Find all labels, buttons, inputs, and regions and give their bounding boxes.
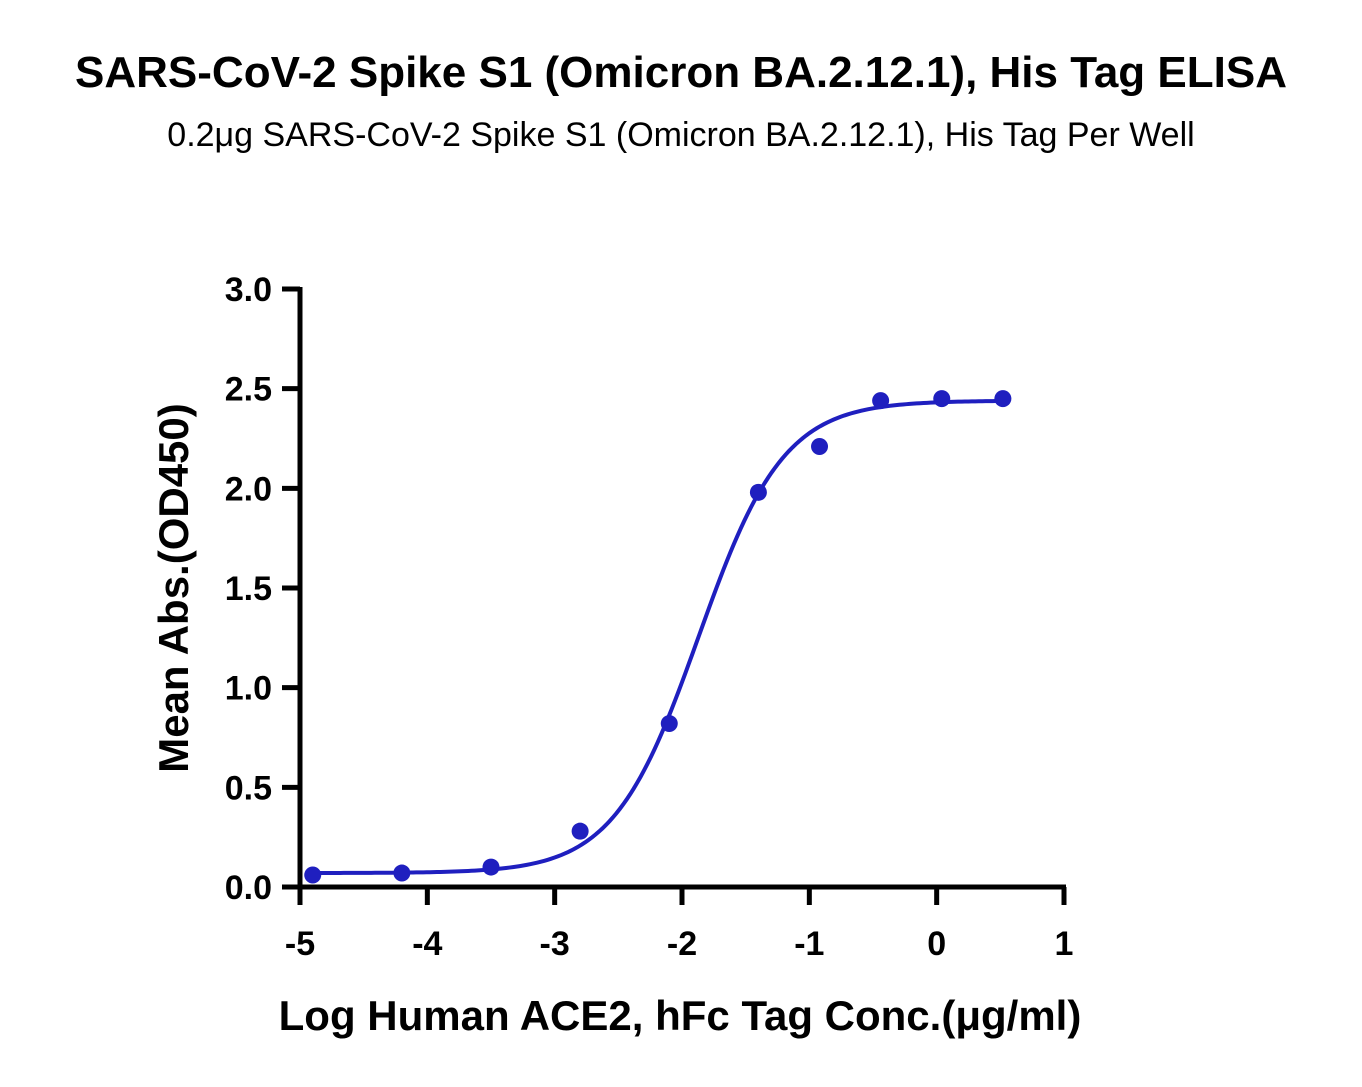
x-tick-label: -1: [794, 925, 824, 963]
fit-curve: [312, 399, 1003, 875]
data-point: [749, 483, 767, 501]
y-tick-label: 2.5: [225, 371, 272, 409]
data-point: [994, 390, 1012, 408]
data-point: [571, 822, 589, 840]
y-tick-label: 0.5: [225, 769, 272, 807]
x-axis-label: Log Human ACE2, hFc Tag Conc.(μg/ml): [279, 992, 1082, 1039]
chart-subtitle: 0.2μg SARS-CoV-2 Spike S1 (Omicron BA.2.…: [167, 116, 1195, 154]
x-tick-label: -4: [412, 925, 442, 963]
y-tick-label: 1.0: [225, 670, 272, 708]
x-tick-label: -2: [667, 925, 697, 963]
x-tick-label: 1: [1055, 925, 1074, 963]
chart-title: SARS-CoV-2 Spike S1 (Omicron BA.2.12.1),…: [75, 48, 1287, 97]
data-point: [933, 390, 951, 408]
fit-curve-layer: [312, 399, 1003, 875]
y-tick-label: 3.0: [225, 271, 272, 309]
x-tick-label: -3: [540, 925, 570, 963]
axes: 0.0 0.5 1.0 1.5 2.0 2.5 3.0 -5 -4 -3 -2 -1 0 1: [225, 271, 1074, 963]
data-point: [811, 437, 829, 455]
data-point: [660, 715, 678, 733]
y-tick-label: 1.5: [225, 570, 272, 608]
x-tick-label: -5: [285, 925, 315, 963]
y-axis-label: Mean Abs.(OD450): [150, 403, 197, 773]
y-tick-label: 0.0: [225, 869, 272, 907]
y-tick-label: 2.0: [225, 470, 272, 508]
data-point: [393, 864, 411, 882]
x-tick-label: 0: [927, 925, 946, 963]
data-point: [304, 866, 322, 884]
data-point: [872, 392, 890, 410]
data-point: [482, 858, 500, 876]
data-points-layer: [304, 390, 1012, 884]
